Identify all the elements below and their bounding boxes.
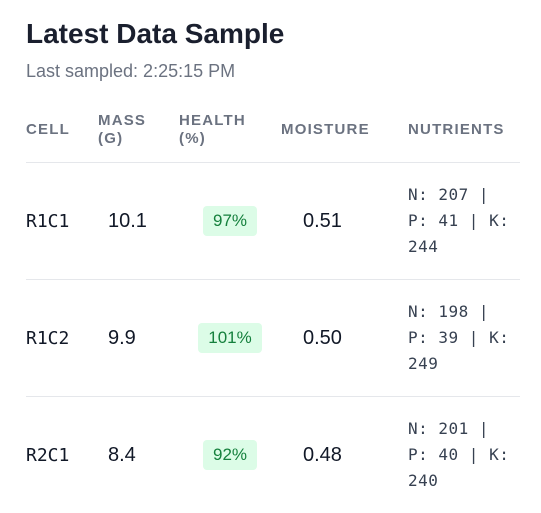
- health-cell: 92%: [179, 397, 281, 513]
- moisture: 0.48: [281, 397, 408, 513]
- cell-id: R1C1: [26, 163, 98, 280]
- mass: 8.4: [98, 397, 179, 513]
- health-badge: 101%: [198, 323, 261, 353]
- column-header: CELL: [26, 98, 98, 163]
- moisture: 0.50: [281, 280, 408, 397]
- moisture: 0.51: [281, 163, 408, 280]
- column-header: HEALTH (%): [179, 98, 281, 163]
- health-badge: 97%: [203, 206, 257, 236]
- nutrients-cell: N: 198 | P: 39 | K: 249: [408, 280, 520, 397]
- nutrients: N: 207 | P: 41 | K: 244: [408, 182, 514, 260]
- column-header: MASS (G): [98, 98, 179, 163]
- nutrients-cell: N: 201 | P: 40 | K: 240: [408, 397, 520, 513]
- nutrients: N: 201 | P: 40 | K: 240: [408, 416, 514, 494]
- mass: 9.9: [98, 280, 179, 397]
- cell-id: R1C2: [26, 280, 98, 397]
- health-cell: 97%: [179, 163, 281, 280]
- health-badge: 92%: [203, 440, 257, 470]
- health-cell: 101%: [179, 280, 281, 397]
- nutrients: N: 198 | P: 39 | K: 249: [408, 299, 514, 377]
- nutrients-cell: N: 207 | P: 41 | K: 244: [408, 163, 520, 280]
- subtitle: Last sampled: 2:25:15 PM: [26, 61, 235, 82]
- cell-id: R2C1: [26, 397, 98, 513]
- column-header: MOISTURE: [281, 98, 408, 163]
- mass: 10.1: [98, 163, 179, 280]
- title: Latest Data Sample: [26, 18, 284, 50]
- column-header: NUTRIENTS: [408, 98, 520, 163]
